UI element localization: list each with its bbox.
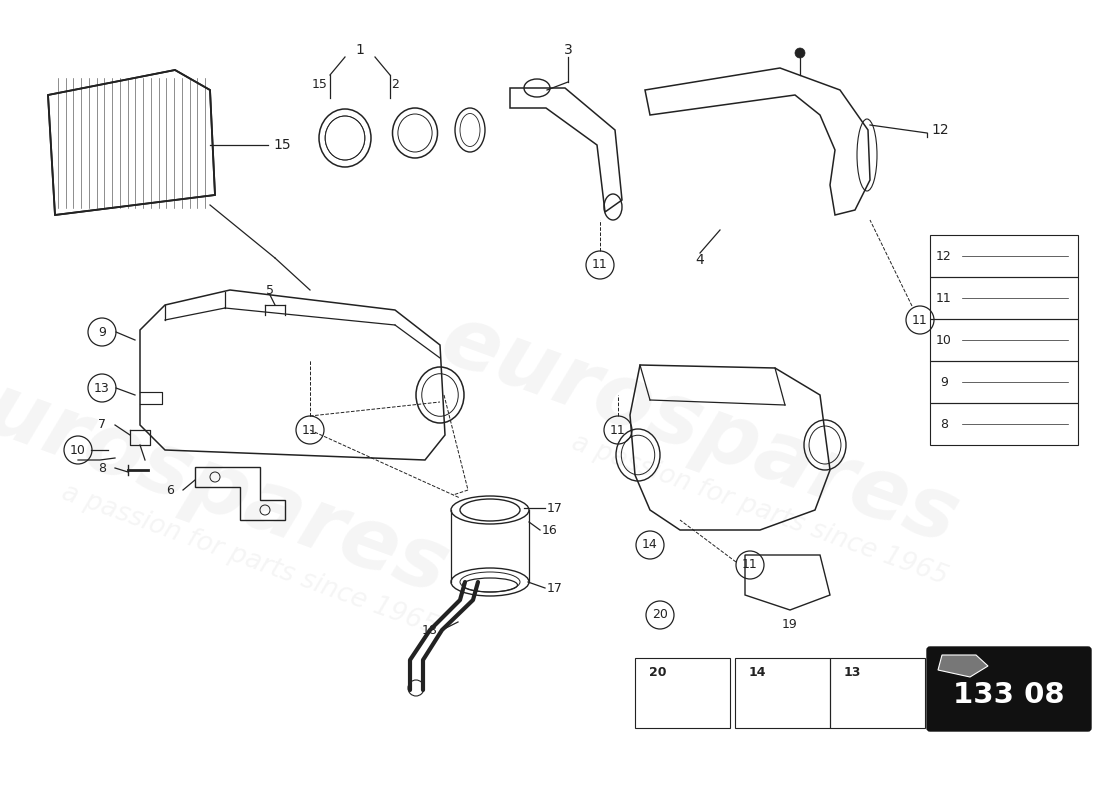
Text: 8: 8 (940, 418, 948, 430)
Bar (930, 319, 1078, 361)
Bar (930, 361, 1078, 403)
Text: 7: 7 (98, 418, 106, 431)
Polygon shape (938, 655, 988, 677)
Text: 8: 8 (98, 462, 106, 474)
Text: 9: 9 (940, 375, 948, 389)
Text: 11: 11 (302, 423, 318, 437)
Text: 16: 16 (542, 523, 558, 537)
Text: eurospares: eurospares (430, 298, 970, 562)
Text: 1: 1 (355, 43, 364, 57)
Text: 11: 11 (742, 558, 758, 571)
Text: 17: 17 (547, 502, 563, 514)
Bar (930, 403, 1078, 445)
Text: 4: 4 (695, 253, 704, 267)
Bar (930, 235, 1078, 277)
Bar (735, 658, 830, 728)
Text: 11: 11 (912, 314, 928, 326)
Text: 20: 20 (649, 666, 667, 678)
FancyBboxPatch shape (927, 647, 1091, 731)
Text: 13: 13 (95, 382, 110, 394)
Text: 11: 11 (936, 291, 952, 305)
Text: 20: 20 (652, 609, 668, 622)
Bar (830, 658, 925, 728)
Text: 17: 17 (547, 582, 563, 594)
Text: 9: 9 (98, 326, 106, 338)
Text: 14: 14 (749, 666, 767, 678)
Bar (930, 277, 1078, 319)
Text: 18: 18 (422, 623, 438, 637)
Text: 6: 6 (166, 483, 174, 497)
Text: 10: 10 (70, 443, 86, 457)
Text: 133 08: 133 08 (954, 681, 1065, 709)
Text: eurospares: eurospares (0, 348, 460, 612)
Bar (635, 658, 730, 728)
Text: a passion for parts since 1965: a passion for parts since 1965 (569, 430, 952, 590)
Text: 14: 14 (642, 538, 658, 551)
Text: 2: 2 (392, 78, 399, 91)
Text: a passion for parts since 1965: a passion for parts since 1965 (58, 480, 441, 640)
Text: 19: 19 (782, 618, 797, 631)
Text: 11: 11 (610, 423, 626, 437)
Text: 5: 5 (266, 283, 274, 297)
Text: 12: 12 (936, 250, 952, 262)
Text: 3: 3 (563, 43, 572, 57)
Text: 10: 10 (936, 334, 952, 346)
Text: 12: 12 (932, 123, 949, 137)
Text: 13: 13 (844, 666, 861, 678)
Text: 15: 15 (312, 78, 328, 91)
Text: 11: 11 (592, 258, 608, 271)
Circle shape (795, 48, 805, 58)
Text: 15: 15 (273, 138, 290, 152)
